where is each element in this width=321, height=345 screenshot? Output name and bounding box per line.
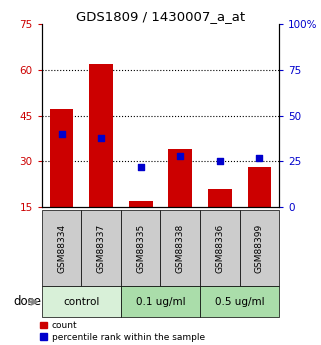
Bar: [160, 210, 200, 286]
Text: GSM88337: GSM88337: [97, 224, 106, 273]
Text: GSM88334: GSM88334: [57, 224, 66, 273]
Bar: [50, 109, 74, 207]
Bar: [81, 210, 121, 286]
Text: GSM88335: GSM88335: [136, 224, 145, 273]
Point: [99, 135, 104, 140]
Point: [59, 131, 64, 137]
Bar: [200, 210, 240, 286]
Title: GDS1809 / 1430007_a_at: GDS1809 / 1430007_a_at: [76, 10, 245, 23]
Bar: [208, 189, 232, 207]
Text: 0.1 ug/ml: 0.1 ug/ml: [136, 297, 185, 307]
Text: GSM88338: GSM88338: [176, 224, 185, 273]
Text: GSM88399: GSM88399: [255, 224, 264, 273]
Text: 0.5 ug/ml: 0.5 ug/ml: [215, 297, 265, 307]
Point: [178, 153, 183, 159]
Text: GSM88336: GSM88336: [215, 224, 224, 273]
Text: dose: dose: [14, 295, 42, 308]
Bar: [89, 64, 113, 207]
Bar: [200, 286, 279, 317]
Bar: [129, 201, 152, 207]
Bar: [247, 167, 271, 207]
Bar: [42, 210, 81, 286]
Bar: [42, 286, 121, 317]
Bar: [240, 210, 279, 286]
Point: [257, 155, 262, 160]
Point: [138, 164, 143, 169]
Text: control: control: [63, 297, 100, 307]
Legend: count, percentile rank within the sample: count, percentile rank within the sample: [40, 321, 205, 342]
Point: [217, 159, 222, 164]
Bar: [169, 149, 192, 207]
Bar: [121, 210, 160, 286]
Bar: [121, 286, 200, 317]
